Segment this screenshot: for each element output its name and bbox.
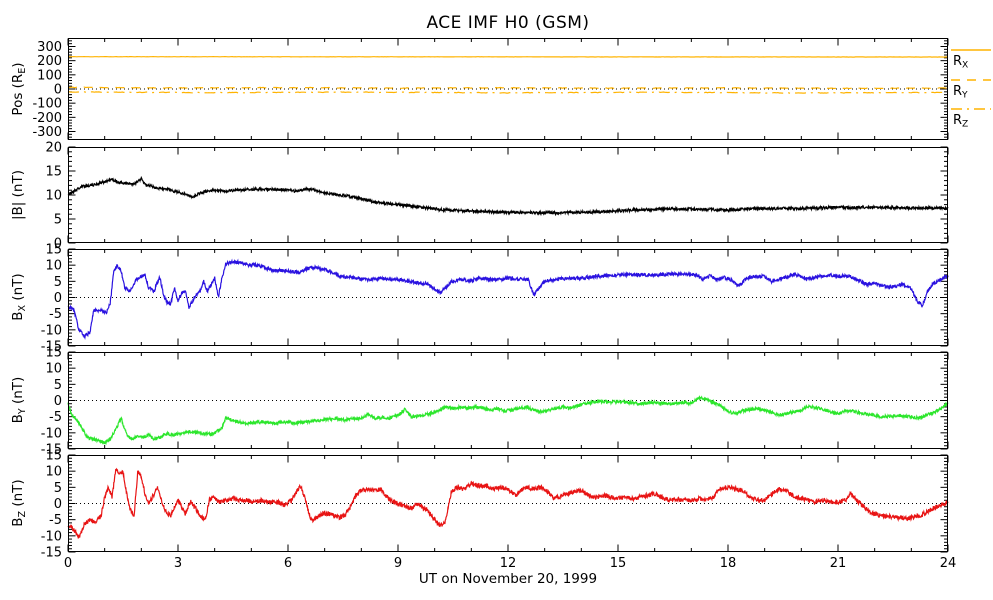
y-tick-label: 5 (54, 275, 62, 290)
trace-ry (67, 86, 949, 90)
x-axis-label: UT on November 20, 1999 (418, 571, 598, 587)
y-tick-label: 0 (54, 83, 62, 98)
y-tick-label: 10 (45, 189, 62, 204)
legend-line-dashdot (951, 108, 991, 111)
legend-label-rx: RX (951, 54, 993, 71)
y-tick-label: 15 (45, 346, 62, 361)
y-tick-label: 0 (54, 394, 62, 409)
x-tick-label: 3 (173, 556, 183, 571)
trace-by (67, 395, 949, 446)
x-tick-label: 0 (63, 556, 73, 571)
x-tick-label: 12 (499, 556, 517, 571)
y-tick-label: -10 (41, 323, 62, 338)
y-tick-label: 5 (54, 213, 62, 228)
y-tick-label: 15 (45, 165, 62, 180)
x-tick-label: 15 (609, 556, 627, 571)
y-tick-label: -200 (32, 111, 62, 126)
trace-rx (68, 55, 949, 58)
x-axis-tick-labels: 0 3 6 9 12 15 18 21 24 (0, 556, 993, 572)
y-tick-label: -5 (49, 410, 62, 425)
y-tick-label: -15 (41, 546, 62, 561)
y-tick-label: -5 (49, 513, 62, 528)
x-tick-label: 24 (939, 556, 957, 571)
y-tick-label: -15 (41, 443, 62, 458)
x-tick-label: 18 (719, 556, 737, 571)
y-tick-label: -5 (49, 307, 62, 322)
legend-label-subscript: X (962, 60, 969, 71)
legend-label-subscript: Z (962, 120, 969, 131)
y-tick-label: -10 (41, 426, 62, 441)
x-tick-label: 6 (283, 556, 293, 571)
legend-label-text: R (953, 54, 963, 69)
y-tick-label: -10 (41, 529, 62, 544)
y-tick-label: 5 (54, 481, 62, 496)
panel-bmag-canvas: 20 15 10 5 0 (45, 141, 949, 252)
y-tick-label: 5 (54, 378, 62, 393)
trace-b (67, 175, 949, 217)
y-tick-label: -100 (32, 97, 62, 112)
legend-label-text: R (953, 83, 963, 99)
y-tick-label: -300 (32, 125, 62, 140)
legend-label-ry: RY (951, 84, 993, 101)
legend-label-rz: RZ (951, 113, 993, 130)
legend-label-text: R (953, 113, 963, 129)
y-tick-label: 0 (54, 497, 62, 512)
x-tick-label: 9 (393, 556, 403, 571)
y-tick-label: 0 (54, 237, 62, 252)
chart-title: ACE IMF H0 (GSM) (426, 13, 590, 33)
y-tick-label: 20 (45, 141, 62, 156)
legend-item-rx: RX (951, 48, 993, 71)
y-tick-label: 200 (37, 54, 62, 69)
y-tick-label: 10 (45, 259, 62, 274)
legend-label-subscript: Y (962, 90, 968, 101)
trace-bz (67, 467, 949, 539)
y-tick-label: 15 (45, 243, 62, 258)
y-tick-label: 10 (45, 362, 62, 377)
legend-item-rz: RZ (951, 107, 993, 130)
y-tick-label: 15 (45, 449, 62, 464)
trace-rz (67, 91, 949, 94)
legend-line-dashed (951, 78, 991, 81)
legend-item-ry: RY (951, 78, 993, 101)
x-tick-label: 21 (829, 556, 847, 571)
y-tick-label: 0 (54, 291, 62, 306)
y-tick-label: 100 (37, 68, 62, 83)
y-tick-label: 10 (45, 465, 62, 480)
y-tick-label: -15 (41, 340, 62, 355)
position-legend: RX RY RZ (951, 48, 993, 137)
legend-line-solid (951, 49, 991, 51)
trace-bx (67, 258, 949, 341)
y-tick-label: 300 (37, 40, 62, 55)
